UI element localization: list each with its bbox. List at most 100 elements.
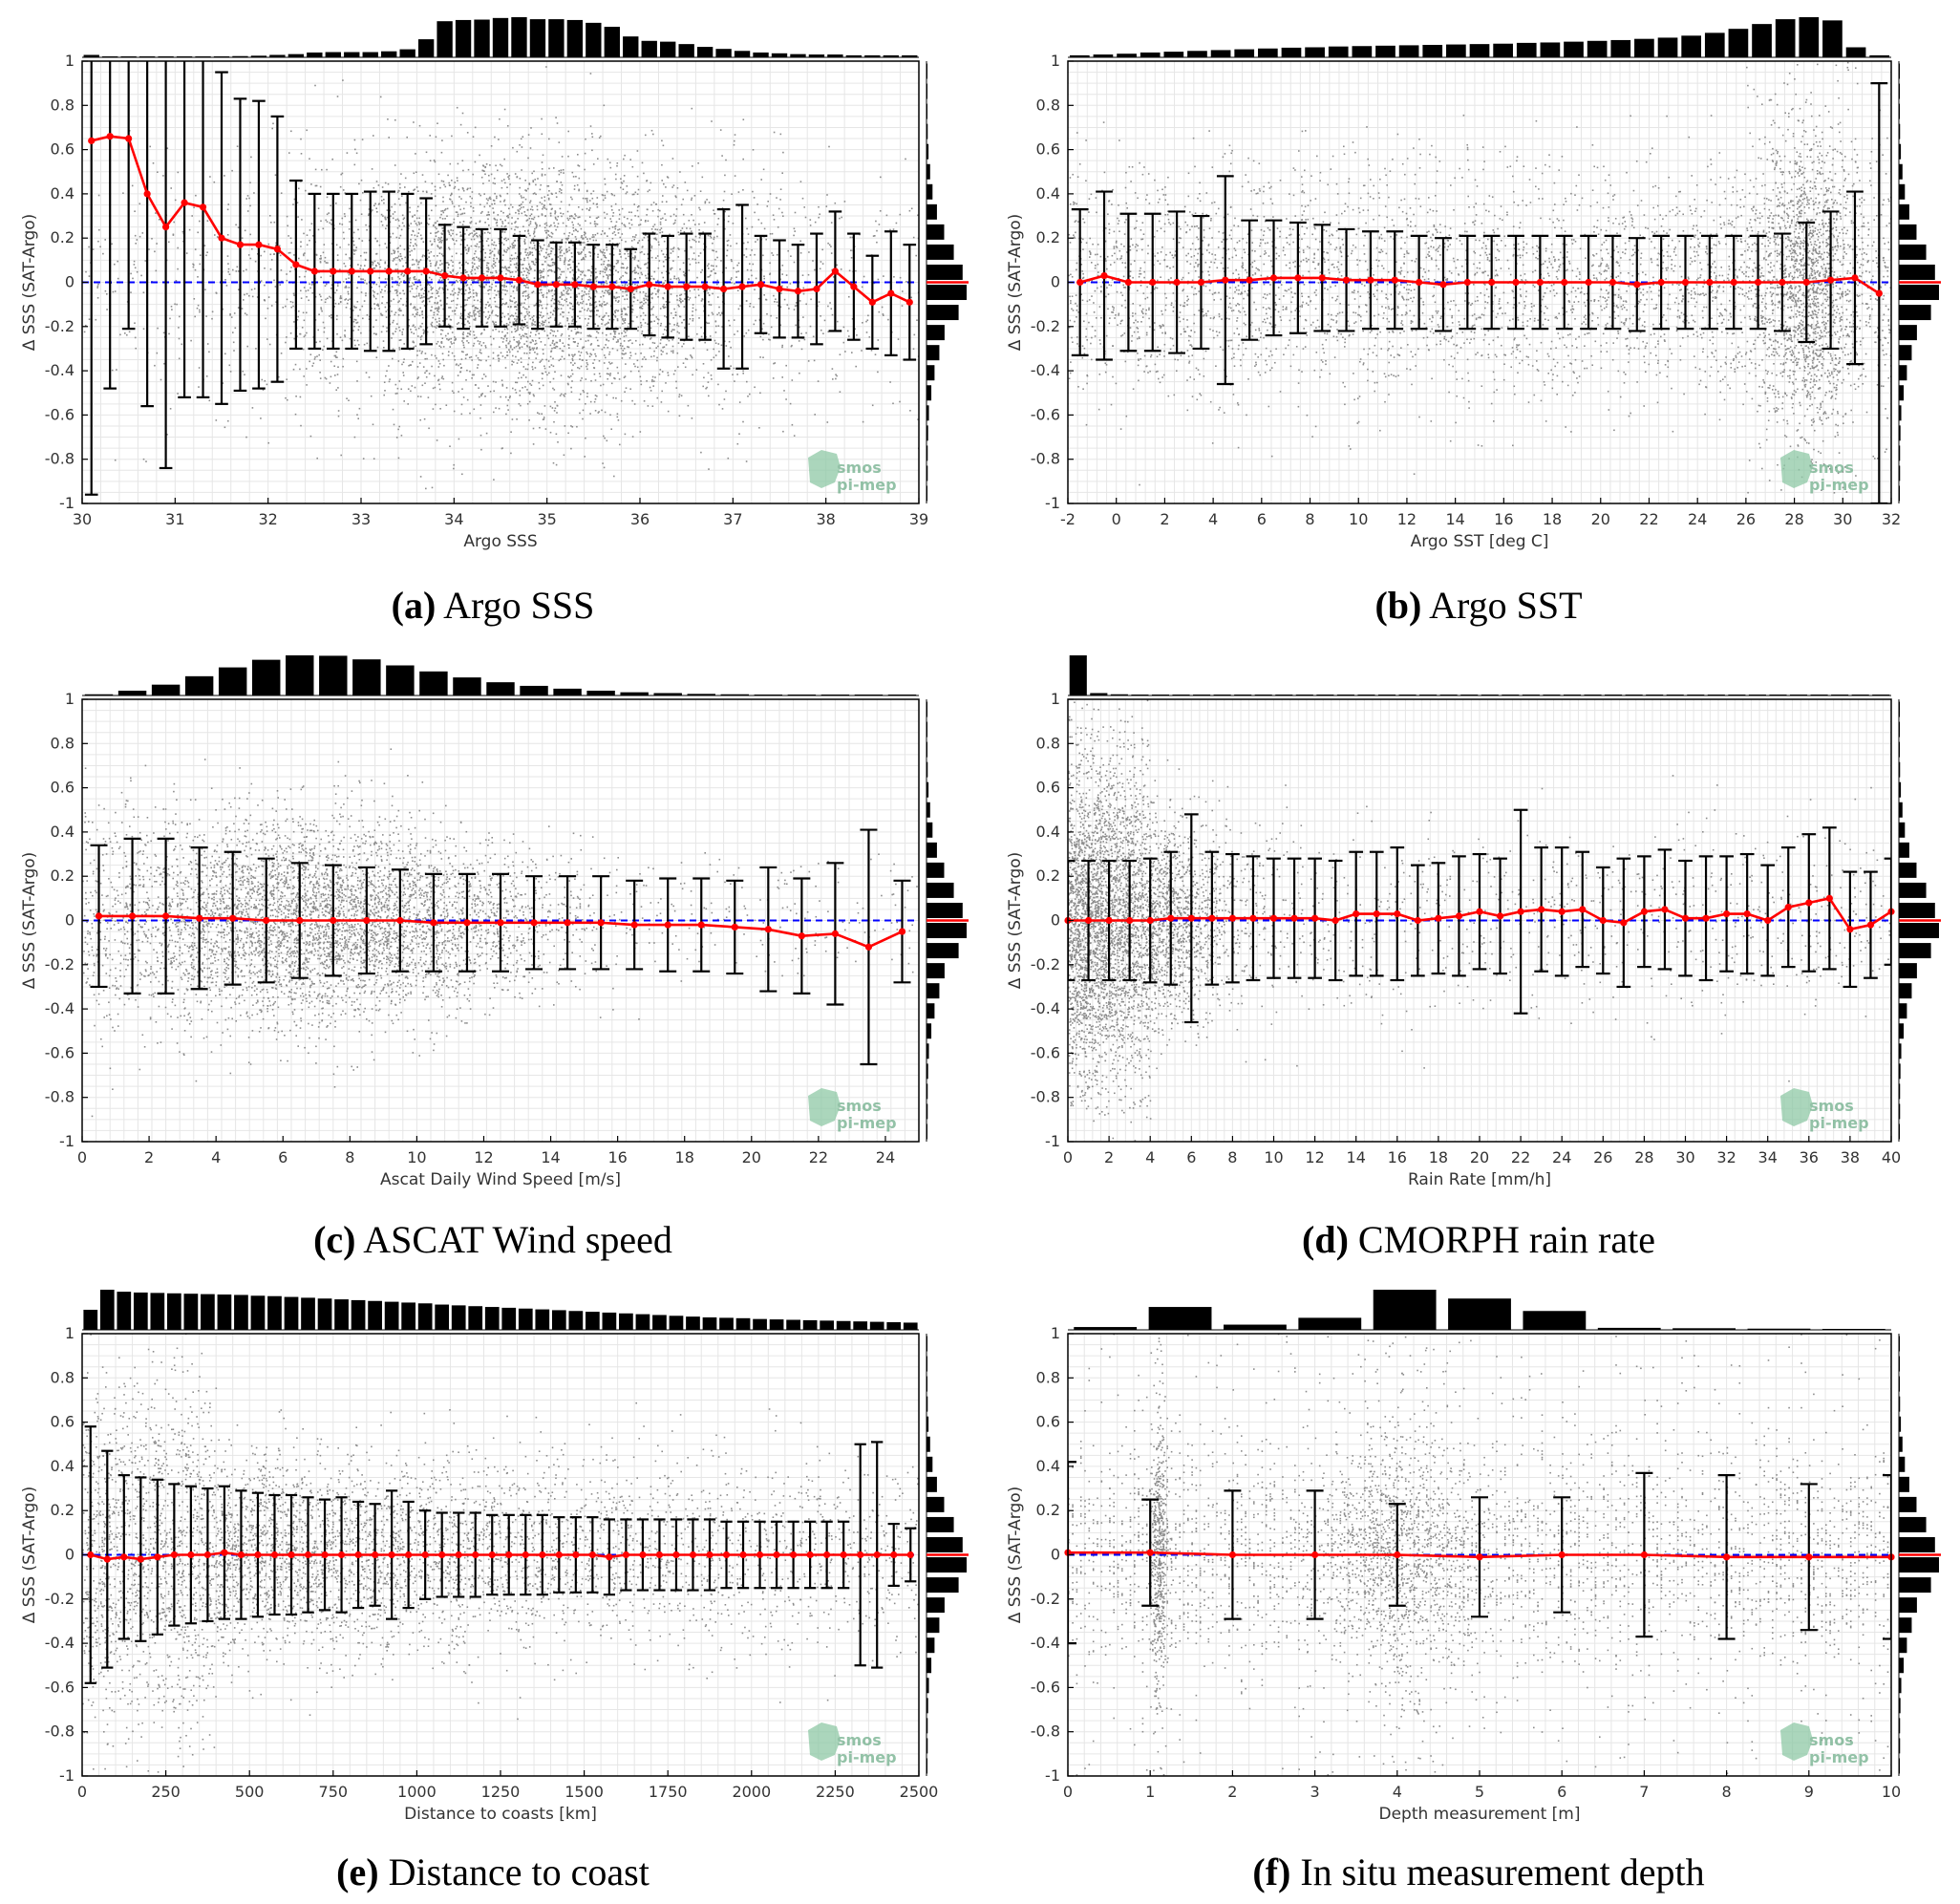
mean-point: [292, 261, 300, 268]
x-tick-label: 12: [1305, 1148, 1324, 1166]
x-tick-label: 500: [235, 1783, 265, 1801]
scatter-cloud: [83, 66, 919, 490]
x-tick-label: 14: [541, 1148, 560, 1166]
histogram-bar: [927, 882, 954, 898]
histogram-bar: [1899, 224, 1917, 240]
mean-point: [572, 1551, 580, 1559]
histogram-bar: [902, 54, 918, 57]
mean-point: [441, 271, 449, 280]
x-tick-label: 12: [1397, 510, 1417, 528]
x-tick-label: 250: [151, 1783, 181, 1801]
mean-point: [664, 283, 671, 290]
x-tick-label: 24: [1552, 1148, 1571, 1166]
mean-point: [1414, 916, 1421, 925]
histogram-bar: [386, 665, 415, 695]
histogram-bar: [641, 40, 657, 57]
chart-panel-d: -1-0.8-0.6-0.4-0.200.20.40.60.810 2 4 6 8 10 1…: [1006, 655, 1941, 1189]
mean-point: [1084, 916, 1093, 925]
histogram-bar: [1899, 1557, 1939, 1573]
histogram-bar: [1899, 425, 1901, 441]
x-tick-label: 22: [809, 1148, 828, 1166]
histogram-bar: [492, 17, 509, 57]
histogram-bar: [1516, 42, 1537, 57]
mean-point: [1536, 278, 1544, 287]
mean-point: [1608, 278, 1617, 287]
mean-point: [608, 283, 616, 290]
histogram-bar: [1899, 842, 1909, 858]
error-bar: [159, 61, 173, 470]
x-tick-label: 32: [1882, 510, 1901, 528]
mean-point: [137, 1555, 144, 1563]
histogram-bar: [1672, 1328, 1736, 1330]
x-tick-label: 9: [1804, 1783, 1814, 1801]
y-tick-label: 0: [1051, 911, 1060, 930]
histogram-bar: [702, 1316, 717, 1330]
mean-point: [697, 921, 705, 929]
x-tick-label: 28: [1784, 510, 1803, 528]
mean-point: [385, 267, 393, 275]
x-tick-label: 7: [1639, 1783, 1649, 1801]
histogram-bar: [735, 1317, 751, 1330]
y-tick-label: -0.8: [45, 450, 75, 468]
mean-point: [868, 298, 876, 306]
histogram-bar: [551, 1310, 566, 1330]
histogram-bar: [117, 1292, 132, 1330]
histogram-bar: [864, 54, 881, 57]
x-tick-label: 20: [1591, 510, 1610, 528]
histogram-bar: [602, 1312, 617, 1330]
y-tick-label: 0.6: [51, 779, 75, 797]
histogram-bar: [1148, 1307, 1212, 1330]
mean-point: [555, 1551, 563, 1559]
mean-point: [1342, 276, 1351, 284]
x-tick-label: 30: [1675, 1148, 1694, 1166]
histogram-bar: [771, 53, 788, 57]
histogram-bar: [1899, 943, 1931, 959]
logo-text-top: smos: [837, 1731, 882, 1749]
y-tick-label: 1: [65, 1324, 75, 1342]
mean-point: [1228, 914, 1236, 922]
y-tick-label: 1: [65, 52, 75, 70]
histogram-bar: [1074, 1327, 1138, 1330]
right-histogram: [1899, 63, 1939, 502]
histogram-bar: [1899, 365, 1907, 381]
x-tick-label: 6: [278, 1148, 288, 1166]
histogram-bar: [474, 19, 490, 57]
caption-a: (a) Argo SSS: [63, 583, 923, 628]
histogram-bar: [604, 27, 620, 57]
y-tick-label: -0.4: [1031, 999, 1060, 1017]
chart-panel-e: -1 -0.8 -0.6 -0.4 -0.2 0 0.2 0.4 0.6 0.8 1 0 250 500 7…: [20, 1290, 969, 1824]
x-tick-label: 33: [352, 510, 371, 528]
histogram-bar: [1728, 29, 1749, 57]
histogram-bar: [1587, 40, 1608, 57]
mean-point: [1558, 1551, 1566, 1559]
histogram-bar: [1899, 465, 1901, 481]
y-ticks: -1 -0.8 -0.6 -0.4 -0.2 0 0.2 0.4 0.6 0.8 1: [45, 690, 88, 1150]
histogram-bar: [484, 1307, 500, 1330]
mean-point: [738, 283, 746, 290]
x-tick-label: 4: [211, 1148, 221, 1166]
histogram-bar: [802, 1319, 818, 1330]
y-axis-label: Δ SSS (SAT-Argo): [20, 214, 39, 352]
mean-point: [330, 916, 337, 925]
mean-point: [534, 281, 542, 289]
histogram-bar: [927, 802, 930, 818]
histogram-bar: [184, 675, 214, 695]
histogram-bar: [1899, 143, 1902, 160]
histogram-bar: [886, 1322, 902, 1330]
x-tick-label: 4: [1393, 1783, 1402, 1801]
histogram-bar: [1899, 183, 1906, 200]
mean-point: [430, 919, 437, 927]
x-tick-label: 32: [1716, 1148, 1736, 1166]
histogram-bar: [1899, 163, 1903, 180]
mean-point: [459, 274, 467, 282]
x-tick-label: 2: [1160, 510, 1169, 528]
x-tick-label: 1500: [565, 1783, 604, 1801]
histogram-bar: [1305, 47, 1325, 57]
histogram-bar: [1523, 1311, 1587, 1330]
error-bar: [1883, 1474, 1891, 1640]
mean-point: [363, 916, 371, 925]
logo-text-top: smos: [837, 459, 882, 477]
x-tick-label: 1750: [649, 1783, 688, 1801]
histogram-bar: [566, 19, 584, 57]
